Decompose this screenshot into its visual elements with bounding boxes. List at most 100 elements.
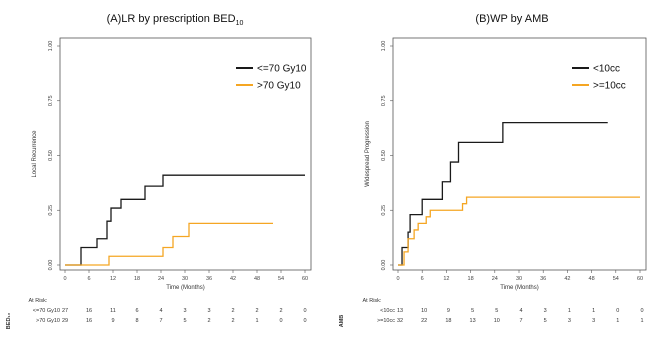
at-risk-value: 2 (231, 318, 234, 324)
x-tick-label: 48 (589, 276, 595, 282)
x-tick-label: 18 (468, 276, 474, 282)
at-risk-value: 0 (640, 308, 643, 314)
at-risk-value: 10 (421, 308, 427, 314)
at-risk-value: 10 (494, 318, 500, 324)
at-risk-value: 1 (255, 318, 258, 324)
at-risk-value: 5 (183, 318, 186, 324)
chart-title: (A)LR by prescription BED10 (107, 13, 244, 27)
x-tick-label: 24 (158, 276, 164, 282)
at-risk-value: 3 (544, 308, 547, 314)
at-risk-value: 16 (86, 318, 92, 324)
at-risk-row-label: <10cc (380, 308, 395, 314)
x-axis-label: Time (Months) (500, 285, 538, 291)
legend-label: >=10cc (593, 81, 626, 92)
x-tick-label: 54 (613, 276, 619, 282)
at-risk-value: 2 (279, 308, 282, 314)
x-tick-label: 60 (302, 276, 308, 282)
at-risk-value: 1 (568, 308, 571, 314)
at-risk-value: 13 (470, 318, 476, 324)
at-risk-label: At Risk: (363, 298, 382, 304)
at-risk-value: 13 (397, 308, 403, 314)
x-axis-label: Time (Months) (166, 285, 204, 291)
series-line-2 (65, 222, 273, 266)
at-risk-value: 1 (592, 308, 595, 314)
at-risk-row-label: >70 Gy10 (36, 318, 60, 324)
at-risk-value: 3 (592, 318, 595, 324)
at-risk-value: 3 (568, 318, 571, 324)
plot-frame (59, 37, 312, 271)
legend-label: >70 Gy10 (257, 81, 301, 92)
at-risk-value: 2 (231, 308, 234, 314)
at-risk-value: 8 (135, 318, 138, 324)
at-risk-value: 1 (616, 318, 619, 324)
series-line-1 (65, 174, 305, 266)
at-risk-value: 0 (279, 318, 282, 324)
at-risk-value: 9 (111, 318, 114, 324)
x-tick-label: 6 (421, 276, 424, 282)
at-risk-value: 6 (135, 308, 138, 314)
at-risk-row-label: <=70 Gy10 (33, 308, 60, 314)
y-tick-label: 1.00 (381, 41, 387, 52)
at-risk-value: 3 (207, 308, 210, 314)
at-risk-value: 0 (303, 318, 306, 324)
legend-label: <=70 Gy10 (257, 64, 307, 75)
x-tick-label: 48 (254, 276, 260, 282)
at-risk-value: 2 (207, 318, 210, 324)
at-risk-value: 29 (62, 318, 68, 324)
plot-frame (392, 37, 647, 271)
at-risk-value: 3 (183, 308, 186, 314)
at-risk-row-label: >=10cc (377, 318, 395, 324)
at-risk-group-label: BED₁₀ (6, 312, 12, 329)
at-risk-value: 7 (159, 318, 162, 324)
x-tick-label: 24 (492, 276, 498, 282)
y-axis-label: Local Recurrence (32, 130, 38, 178)
at-risk-value: 5 (495, 308, 498, 314)
x-tick-label: 30 (516, 276, 522, 282)
at-risk-group-label: AMB (339, 315, 345, 328)
y-tick-label: 0.25 (381, 205, 387, 216)
at-risk-value: 27 (62, 308, 68, 314)
x-tick-label: 12 (110, 276, 116, 282)
y-tick-label: 0.50 (48, 150, 54, 161)
legend-label: <10cc (593, 64, 620, 75)
series-line-1 (398, 122, 608, 266)
at-risk-value: 9 (447, 308, 450, 314)
at-risk-label: At Risk: (29, 298, 48, 304)
at-risk-value: 5 (544, 318, 547, 324)
x-tick-label: 12 (443, 276, 449, 282)
at-risk-value: 16 (86, 308, 92, 314)
chart-panel-2: (B)WP by AMB 0.00 0.25 0.50 0.75 1.00 0 6 12 18 24… (339, 13, 647, 328)
at-risk-value: 4 (519, 308, 522, 314)
x-tick-label: 30 (182, 276, 188, 282)
y-tick-label: 1.00 (48, 41, 54, 52)
series-line-2 (398, 196, 640, 266)
at-risk-value: 7 (519, 318, 522, 324)
x-tick-label: 0 (396, 276, 399, 282)
at-risk-value: 0 (616, 308, 619, 314)
x-tick-label: 36 (206, 276, 212, 282)
y-axis-label: Widespread Progression (365, 121, 371, 187)
x-tick-label: 60 (637, 276, 643, 282)
at-risk-value: 18 (445, 318, 451, 324)
at-risk-value: 2 (255, 308, 258, 314)
x-tick-label: 42 (230, 276, 236, 282)
at-risk-value: 1 (640, 318, 643, 324)
x-tick-label: 36 (540, 276, 546, 282)
at-risk-value: 5 (471, 308, 474, 314)
y-tick-label: 0.25 (48, 205, 54, 216)
at-risk-value: 0 (303, 308, 306, 314)
y-tick-label: 0.00 (381, 260, 387, 271)
y-tick-label: 0.75 (381, 95, 387, 106)
x-tick-label: 6 (87, 276, 90, 282)
chart-title: (B)WP by AMB (475, 13, 548, 25)
at-risk-value: 11 (110, 308, 116, 314)
y-tick-label: 0.00 (48, 260, 54, 271)
x-tick-label: 0 (63, 276, 66, 282)
x-tick-label: 18 (134, 276, 140, 282)
at-risk-value: 4 (159, 308, 162, 314)
at-risk-value: 32 (397, 318, 403, 324)
chart-panel-1: (A)LR by prescription BED10 0.00 0.25 0.50 0… (6, 13, 312, 329)
x-tick-label: 54 (278, 276, 284, 282)
y-tick-label: 0.50 (381, 150, 387, 161)
